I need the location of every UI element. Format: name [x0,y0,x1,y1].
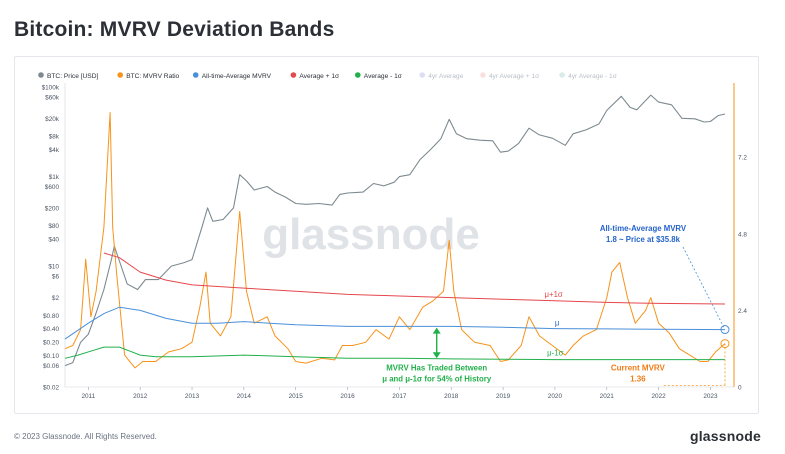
legend-dot [419,72,426,78]
x-tick-10: 2021 [600,393,615,400]
y-left-tick-16: $20k [45,116,60,123]
legend-item-4: Average - 1σ [355,72,402,80]
y-left-tick-17: $60k [45,94,60,101]
x-tick-0: 2011 [81,393,95,400]
y-left-tick-15: $8k [49,134,60,141]
x-tick-5: 2016 [340,393,355,400]
mvrv-chart: BTC: Price [USD] BTC: MVRV Ratio All-time-… [38,72,747,400]
x-tick-3: 2014 [237,393,252,400]
y-right-tick-1: 2.4 [738,308,747,315]
legend-label: BTC: Price [USD] [47,73,98,80]
x-tick-1: 2012 [133,393,148,400]
brand-logo-text: glassnode [689,428,761,444]
legend-label: BTC: MVRV Ratio [126,73,179,80]
chart-legend: BTC: Price [USD] BTC: MVRV Ratio All-time-… [38,72,617,80]
annotation-current-line2: 1.36 [630,374,646,383]
legend-dot [355,72,361,78]
y-left-tick-8: $10 [48,264,59,271]
y-right-tick-0: 0 [738,385,742,392]
x-tick-9: 2020 [548,393,563,400]
x-tick-6: 2017 [392,393,407,400]
y-axis-left: $0.02 $0.06 $0.10 $0.20 $0.40 $0.80 $2 $6 $10 $40… [42,83,66,392]
legend-item-3: Average + 1σ [290,72,339,80]
legend-dot [559,72,565,78]
legend-dot [290,72,297,78]
legend-label: Average + 1σ [299,73,339,80]
legend-item-6: 4yr Average + 1σ [480,72,539,80]
y-right-tick-2: 4.8 [738,231,747,238]
annotation-mean-band: μ [555,319,560,328]
x-tick-12: 2023 [703,393,718,400]
y-left-tick-5: $0.80 [43,313,59,320]
legend-label: 4yr Average - 1σ [568,73,617,80]
legend-item-5: 4yr Average [419,72,464,80]
series-lines [64,94,726,369]
watermark-text: glassnode [262,210,480,259]
legend-label: 4yr Average + 1σ [489,73,539,80]
y-left-tick-11: $200 [45,205,60,212]
legend-item-0: BTC: Price [USD] [38,72,98,80]
y-left-tick-14: $4k [49,147,60,154]
x-tick-11: 2022 [651,393,666,400]
legend-dot [480,72,486,78]
legend-label: Average - 1σ [364,73,402,80]
legend-label: All-time-Average MVRV [202,73,272,80]
y-right-tick-3: 7.2 [738,155,747,162]
annotation-atam-sub: 1.8 ~ Price at $35.8k [606,235,681,244]
annotation-atam-title: All-time-Average MVRV [600,224,687,233]
y-axis-right: 0 2.4 4.8 7.2 [733,83,747,392]
series-line-2 [64,306,726,340]
annotation-traded-line1: MVRV Has Traded Between [386,363,487,372]
y-left-tick-7: $6 [52,274,60,281]
y-left-tick-13: $1k [49,174,60,181]
y-left-tick-2: $0.10 [43,353,59,360]
y-left-tick-0: $0.02 [43,385,59,392]
x-tick-2: 2013 [185,393,200,400]
legend-dot [117,72,123,78]
legend-dot [192,72,199,78]
series-line-3 [103,252,726,305]
series-line-0 [64,94,726,367]
y-left-tick-12: $600 [45,184,60,191]
y-left-tick-9: $40 [48,237,59,244]
chart-card: BTC: Price [USD] BTC: MVRV Ratio All-time-… [14,56,759,414]
annotation-current-marker [720,339,730,349]
y-left-tick-10: $80 [48,223,59,230]
annotation-upper-band: μ+1σ [545,290,563,299]
annotation-range-arrow-top [432,327,441,334]
legend-dot [38,72,44,78]
legend-item-7: 4yr Average - 1σ [559,72,617,80]
x-axis: 2011 2012 2013 2014 2015 2016 2017 2018 2019 2020… [65,386,734,400]
annotation-current-line1: Current MVRV [611,363,666,372]
y-left-tick-6: $2 [52,295,60,302]
x-tick-8: 2019 [496,393,511,400]
series-line-4 [64,346,725,361]
x-tick-7: 2018 [444,393,459,400]
annotation-atam-marker [720,325,730,335]
legend-label: 4yr Average [428,73,463,80]
y-left-tick-3: $0.20 [43,340,59,347]
annotation-atam-leader [682,246,726,330]
y-left-tick-4: $0.40 [43,326,59,333]
legend-item-1: BTC: MVRV Ratio [117,72,180,80]
annotation-lower-band: μ-1σ [547,349,563,358]
page-title: Bitcoin: MVRV Deviation Bands [14,18,335,41]
annotation-traded-line2: μ and μ-1σ for 54% of History [382,374,492,383]
legend-item-2: All-time-Average MVRV [192,72,272,80]
chart-annotations: All-time-Average MVRV 1.8 ~ Price at $35.… [382,224,730,386]
annotation-range-arrow-bottom [432,352,441,359]
y-left-tick-18: $100k [42,85,60,92]
series-line-1 [64,112,726,369]
copyright-text: © 2023 Glassnode. All Rights Reserved. [14,432,157,441]
x-tick-4: 2015 [289,393,304,400]
y-left-tick-1: $0.06 [43,363,59,370]
